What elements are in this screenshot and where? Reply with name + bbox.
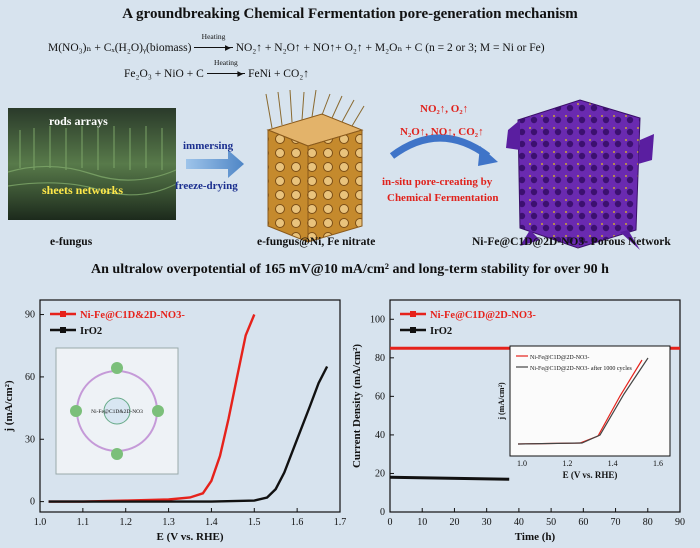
plot-frame	[389, 299, 681, 513]
mechanism-center-label: Ni-Fe@C1D&2D-NO3	[91, 409, 143, 415]
caption-nitrate: e-fungus@Ni, Fe nitrate	[257, 236, 376, 248]
step2-line-2: Chemical Fermentation	[387, 192, 499, 204]
porous-network-image	[506, 99, 654, 250]
y-tick-label: 60	[25, 372, 35, 383]
x-tick-label: 90	[675, 517, 685, 528]
equation-2: Fe₂O₃ + NiO + C Heating ▸ FeNi + CO₂↑	[124, 58, 310, 80]
main-title: A groundbreaking Chemical Fermentation p…	[122, 6, 578, 22]
step2-line-1: in-situ pore-creating by	[382, 176, 493, 188]
caption-e-fungus: e-fungus	[50, 236, 93, 248]
y-tick-label: 100	[370, 314, 385, 325]
legend-label-0: Ni-Fe@C1D@2D-NO3-	[430, 310, 536, 321]
y-tick-label: 20	[375, 468, 385, 479]
x-tick-label: 1.3	[162, 517, 175, 528]
equation-1: M(NO₃)ₙ + Cₓ(H₂O)ᵧ(biomass) Heating ▸ NO…	[48, 32, 545, 54]
inset-x-tick-label: 1.2	[562, 459, 572, 468]
x-tick-label: 60	[578, 517, 588, 528]
series-line-1	[48, 365, 329, 503]
eq1-lhs: M(NO₃)ₙ + Cₓ(H₂O)ᵧ(biomass)	[48, 42, 192, 54]
fungus-label-sheets: sheets networks	[42, 183, 123, 197]
eq1-rhs: NO₂↑ + N₂O↑ + NO↑+ O₂↑ + M₂Oₙ + C	[235, 42, 423, 54]
eq1-condition: Heating	[201, 32, 226, 41]
legend-marker-0	[60, 311, 66, 317]
inset-x-tick-label: 1.6	[653, 459, 663, 468]
eq2-arrow: Heating ▸	[206, 58, 245, 80]
y-axis-label: Current Density (mA/cm²)	[351, 344, 363, 468]
x-tick-label: 1.7	[334, 517, 347, 528]
x-tick-label: 40	[514, 517, 524, 528]
x-tick-label: 1.5	[248, 517, 261, 528]
eq2-rhs: FeNi + CO₂↑	[248, 68, 310, 80]
process-arrow-2	[389, 134, 491, 159]
fungus-rods	[7, 126, 177, 196]
inset-legend-label-0: Ni-Fe@C1D@2D-NO3-	[530, 355, 589, 361]
step1-immersing: immersing	[183, 140, 234, 152]
legend-label-0: Ni-Fe@C1D&2D-NO3-	[80, 310, 185, 321]
y-tick-label: 80	[375, 353, 385, 364]
inset-x-axis-label: E (V vs. RHE)	[563, 470, 618, 480]
inset-x-tick-label: 1.4	[608, 459, 618, 468]
legend-marker-0	[410, 311, 416, 317]
stability-chart: 0 10 20 30 40 50 60 70 80 90 0 20 40 60 80 100 Time (h) C…	[351, 299, 685, 543]
plot-frame	[39, 299, 341, 513]
process-arrow-1	[186, 150, 244, 178]
eq2-condition: Heating	[214, 58, 238, 67]
lsv-chart: 1.0 1.1 1.2 1.3 1.4 1.5 1.6 1.7 0 30 60 90 E (V vs. …	[3, 299, 347, 543]
eq1-note: (n = 2 or 3; M = Ni or Fe)	[425, 42, 545, 54]
y-tick-label: 40	[375, 430, 385, 441]
headline-2: An ultralow overpotential of 165 mV@10 m…	[91, 262, 609, 277]
eq1-arrow: Heating ▸	[194, 32, 233, 54]
inset-y-axis-label: j (mA/cm²)	[497, 382, 506, 421]
eq2-lhs: Fe₂O₃ + NiO + C	[124, 68, 204, 80]
x-axis-label: Time (h)	[515, 531, 556, 543]
x-tick-label: 30	[482, 517, 492, 528]
y-tick-label: 90	[25, 310, 35, 321]
mechanism-node-2	[111, 448, 123, 460]
mechanism-node-0	[111, 362, 123, 374]
fungus-label-rods: rods arrays	[49, 114, 108, 128]
x-axis-label: E (V vs. RHE)	[156, 531, 223, 543]
inset-x-tick-label: 1.0	[517, 459, 527, 468]
inset-series-after	[517, 357, 649, 445]
legend-label-1: IrO2	[430, 326, 452, 337]
x-tick-label: 1.0	[34, 517, 47, 528]
gases-line-2: N₂O↑, NO↑, CO₂↑	[400, 126, 484, 138]
y-tick-label: 0	[30, 497, 35, 508]
x-tick-label: 1.4	[205, 517, 218, 528]
nitrate-cube-image	[265, 90, 365, 243]
legend-marker-1	[410, 327, 416, 333]
y-axis-label: j (mA/cm²)	[3, 380, 15, 433]
x-tick-label: 80	[643, 517, 653, 528]
y-tick-label: 30	[25, 434, 35, 445]
y-tick-label: 0	[380, 507, 385, 518]
caption-porous-network: Ni-Fe@C1D@2D-NO3- Porous Network	[472, 236, 671, 248]
x-tick-label: 1.6	[291, 517, 304, 528]
x-tick-label: 50	[546, 517, 556, 528]
y-tick-label: 60	[375, 391, 385, 402]
gases-line-1: NO₂↑, O₂↑	[420, 103, 469, 115]
series-line-1	[389, 475, 510, 481]
mechanism-node-3	[70, 405, 82, 417]
x-tick-label: 20	[449, 517, 459, 528]
step1-freeze-drying: freeze-drying	[175, 180, 238, 192]
x-tick-label: 0	[388, 517, 393, 528]
x-tick-label: 10	[417, 517, 427, 528]
inset-legend-label-1: Ni-Fe@C1D@2D-NO3- after 1000 cycles	[530, 365, 633, 372]
x-tick-label: 1.1	[77, 517, 90, 528]
legend-label-1: IrO2	[80, 326, 102, 337]
fungus-sem-image	[8, 108, 176, 220]
scheme-graphics	[7, 90, 654, 250]
x-tick-label: 1.2	[119, 517, 132, 528]
mechanism-center-circle	[103, 397, 131, 425]
mechanism-node-1	[152, 405, 164, 417]
x-tick-label: 70	[611, 517, 621, 528]
legend-marker-1	[60, 327, 66, 333]
